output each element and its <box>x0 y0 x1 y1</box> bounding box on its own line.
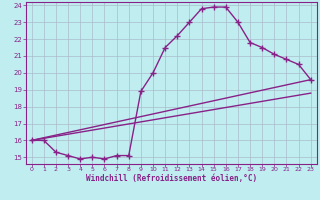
X-axis label: Windchill (Refroidissement éolien,°C): Windchill (Refroidissement éolien,°C) <box>86 174 257 183</box>
